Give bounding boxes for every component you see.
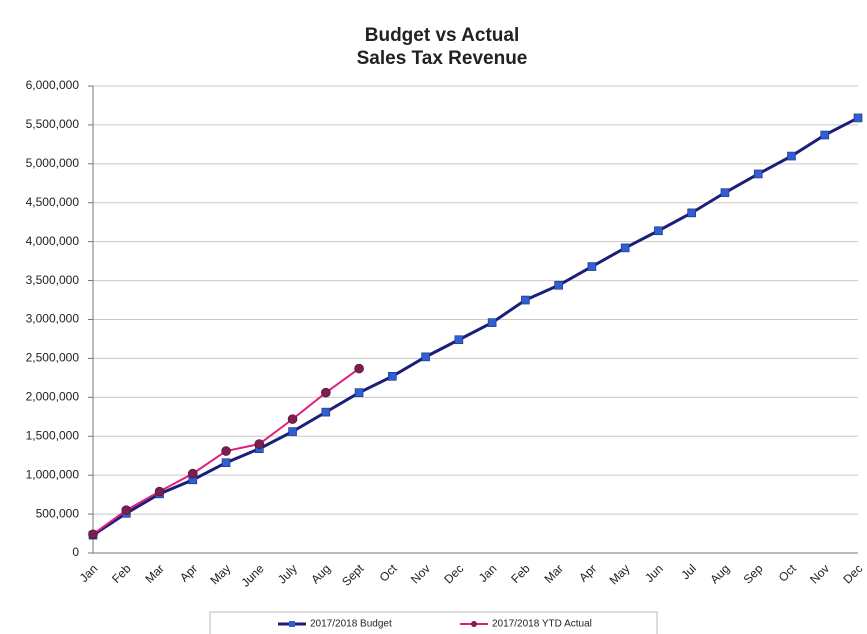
marker xyxy=(521,295,530,305)
y-tick-label: 5,500,000 xyxy=(26,117,80,131)
marker xyxy=(687,208,696,218)
marker xyxy=(454,335,464,345)
marker xyxy=(421,352,430,362)
marker xyxy=(221,458,231,468)
legend-marker xyxy=(471,621,477,627)
marker xyxy=(620,243,630,253)
marker xyxy=(388,372,397,381)
marker xyxy=(321,387,331,398)
legend-box xyxy=(209,611,658,634)
y-tick-label: 500,000 xyxy=(36,506,80,520)
y-tick-label: 1,000,000 xyxy=(26,467,80,481)
legend-label: 2017/2018 Budget xyxy=(310,619,392,630)
y-tick-label: 4,000,000 xyxy=(26,234,80,248)
series-line xyxy=(92,116,859,537)
y-tick-label: 3,000,000 xyxy=(26,312,80,326)
marker xyxy=(853,113,863,123)
y-tick-label: 2,000,000 xyxy=(26,390,80,404)
marker xyxy=(154,486,165,497)
marker xyxy=(254,439,265,449)
marker xyxy=(187,468,198,479)
marker xyxy=(587,262,597,271)
marker xyxy=(753,169,763,179)
y-tick-label: 4,500,000 xyxy=(26,195,80,209)
marker xyxy=(288,427,297,436)
legend-label: 2017/2018 YTD Actual xyxy=(492,619,592,630)
y-tick-label: 3,500,000 xyxy=(26,273,80,287)
marker xyxy=(654,226,663,236)
marker xyxy=(354,363,364,374)
legend-marker xyxy=(289,621,295,627)
marker xyxy=(554,280,563,290)
y-tick-label: 5,000,000 xyxy=(26,156,80,170)
marker xyxy=(787,151,796,161)
chart-subtitle: Sales Tax Revenue xyxy=(357,48,528,69)
y-tick-label: 0 xyxy=(72,545,79,559)
marker xyxy=(354,388,364,397)
marker xyxy=(221,446,231,456)
y-tick-label: 1,500,000 xyxy=(26,428,80,442)
marker xyxy=(321,407,331,417)
chart-title: Budget vs Actual xyxy=(365,25,520,46)
marker xyxy=(121,505,132,515)
marker xyxy=(720,188,730,197)
marker xyxy=(487,318,497,327)
y-tick-label: 2,500,000 xyxy=(26,351,80,365)
y-tick-label: 6,000,000 xyxy=(26,78,80,92)
marker xyxy=(287,414,298,424)
marker xyxy=(820,130,830,140)
marker xyxy=(88,529,98,540)
